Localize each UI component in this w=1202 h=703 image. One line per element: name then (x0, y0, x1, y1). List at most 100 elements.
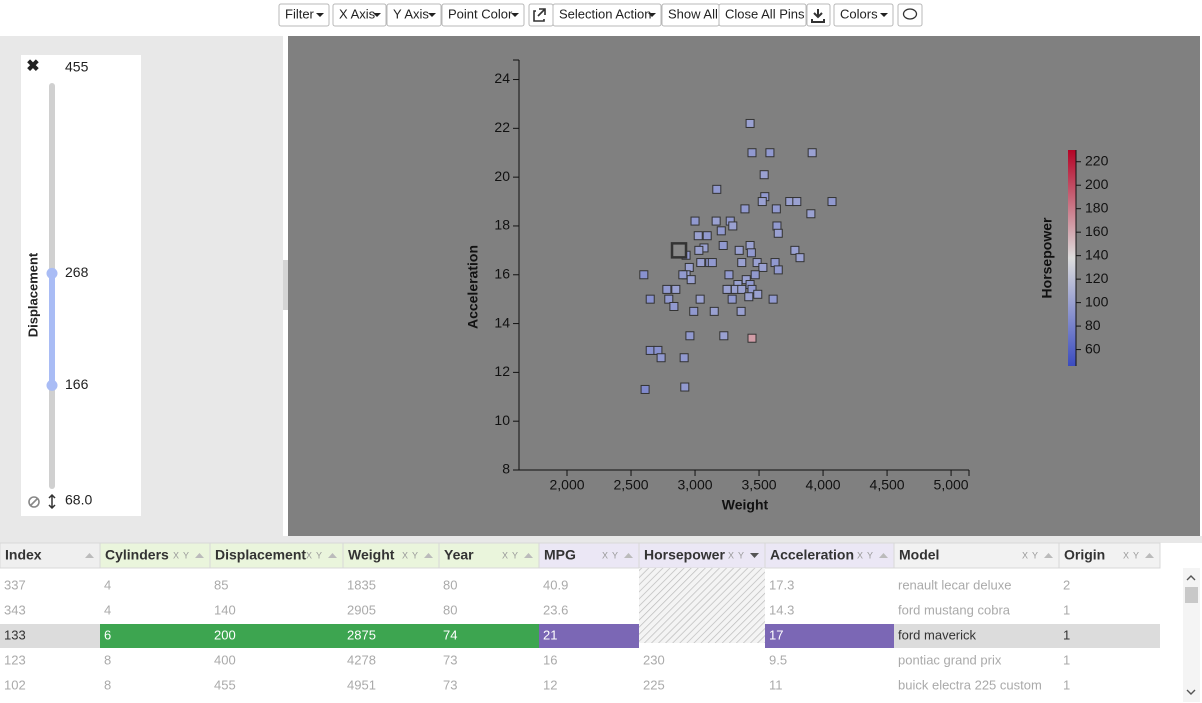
table-cell[interactable]: 8 (104, 652, 111, 667)
point[interactable] (724, 270, 734, 280)
point[interactable] (750, 270, 760, 280)
point[interactable] (792, 197, 802, 207)
point[interactable] (716, 226, 726, 236)
column-header[interactable] (538, 542, 640, 569)
table-cell[interactable]: 337 (4, 577, 26, 592)
point[interactable] (702, 231, 712, 241)
point[interactable] (640, 384, 650, 394)
point[interactable] (746, 248, 756, 258)
table-cell[interactable]: 4951 (347, 677, 376, 692)
table-cell[interactable]: 4 (104, 577, 111, 592)
point[interactable] (690, 216, 700, 226)
axis-toggle-x[interactable]: X (1022, 550, 1028, 560)
table-cell[interactable]: 21 (543, 627, 557, 642)
point[interactable] (734, 245, 744, 255)
table-cell[interactable]: 1 (1063, 677, 1070, 692)
point[interactable] (744, 292, 754, 302)
point[interactable] (722, 284, 732, 294)
column-header[interactable] (638, 542, 766, 569)
point[interactable] (711, 216, 721, 226)
axis-toggle-y[interactable]: Y (1133, 550, 1139, 560)
point[interactable] (771, 204, 781, 214)
point[interactable] (807, 148, 817, 158)
table-cell[interactable]: 17.3 (769, 577, 794, 592)
table-cell[interactable]: 73 (443, 652, 457, 667)
point[interactable] (795, 253, 805, 263)
point[interactable] (768, 294, 778, 304)
point[interactable] (745, 240, 755, 250)
point[interactable] (737, 258, 747, 268)
column-header[interactable] (342, 542, 440, 569)
table-cell[interactable]: 123 (4, 652, 26, 667)
toolbar-button[interactable] (833, 3, 894, 27)
table-cell[interactable]: 140 (214, 602, 236, 617)
point[interactable] (747, 333, 757, 343)
sort-arrow[interactable] (1145, 553, 1154, 558)
toolbar-button[interactable] (278, 3, 330, 27)
table-cell[interactable]: 80 (443, 602, 457, 617)
point[interactable] (707, 258, 717, 268)
column-header[interactable] (764, 542, 895, 569)
table-cell[interactable]: ford mustang cobra (898, 602, 1011, 617)
slider-handle[interactable] (46, 267, 58, 279)
table-cell[interactable]: renault lecar deluxe (898, 577, 1011, 592)
point[interactable] (719, 331, 729, 341)
axis-toggle-x[interactable]: X (602, 550, 608, 560)
scrollbar-thumb[interactable] (1185, 587, 1198, 603)
point[interactable] (669, 301, 679, 311)
point[interactable] (678, 270, 688, 280)
table-cell[interactable]: buick electra 225 custom (898, 677, 1042, 692)
axis-toggle-y[interactable]: Y (867, 550, 873, 560)
point[interactable] (718, 240, 728, 250)
point[interactable] (709, 306, 719, 316)
table-cell[interactable]: 73 (443, 677, 457, 692)
sort-arrow[interactable] (328, 553, 337, 558)
sort-arrow[interactable] (85, 553, 94, 558)
toolbar-button[interactable] (718, 3, 807, 27)
table-cell[interactable]: pontiac grand prix (898, 652, 1002, 667)
axis-toggle-x[interactable]: X (173, 550, 179, 560)
point[interactable] (694, 245, 704, 255)
axis-toggle-y[interactable]: Y (612, 550, 618, 560)
remove-filter-icon[interactable]: ✖ (26, 58, 39, 75)
point[interactable] (693, 231, 703, 241)
axis-toggle-x[interactable]: X (402, 550, 408, 560)
point[interactable] (790, 245, 800, 255)
axis-toggle-y[interactable]: Y (412, 550, 418, 560)
axis-toggle-y[interactable]: Y (316, 550, 322, 560)
sort-arrow[interactable] (750, 553, 759, 558)
point[interactable] (758, 262, 768, 272)
table-cell[interactable]: 2905 (347, 602, 376, 617)
axis-toggle-x[interactable]: X (1123, 550, 1129, 560)
table-cell[interactable]: 16 (543, 652, 557, 667)
table-cell[interactable]: 230 (643, 652, 665, 667)
axis-toggle-x[interactable]: X (857, 550, 863, 560)
column-header[interactable] (1058, 542, 1161, 569)
table-cell[interactable]: 343 (4, 602, 26, 617)
table-cell[interactable]: 455 (214, 677, 236, 692)
scroll-arrows[interactable] (1186, 575, 1196, 695)
point[interactable] (806, 209, 816, 219)
point[interactable] (695, 294, 705, 304)
toolbar-button[interactable] (386, 3, 442, 27)
point[interactable] (680, 382, 690, 392)
point[interactable] (728, 221, 738, 231)
table-cell[interactable]: 4278 (347, 652, 376, 667)
table-cell[interactable]: 2 (1063, 577, 1070, 592)
column-header[interactable] (0, 542, 101, 569)
point[interactable] (685, 331, 695, 341)
point[interactable] (773, 228, 783, 238)
point[interactable] (745, 118, 755, 128)
popout-button[interactable] (528, 3, 554, 27)
point[interactable] (653, 345, 663, 355)
point[interactable] (645, 345, 655, 355)
sort-arrow[interactable] (879, 553, 888, 558)
table-cell[interactable]: 200 (214, 627, 236, 642)
table-cell[interactable]: 133 (4, 627, 26, 642)
point[interactable] (737, 284, 747, 294)
sort-arrow[interactable] (424, 553, 433, 558)
table-cell[interactable]: 40.9 (543, 577, 568, 592)
point[interactable] (752, 258, 762, 268)
table-cell[interactable]: 74 (443, 627, 457, 642)
point[interactable] (747, 148, 757, 158)
